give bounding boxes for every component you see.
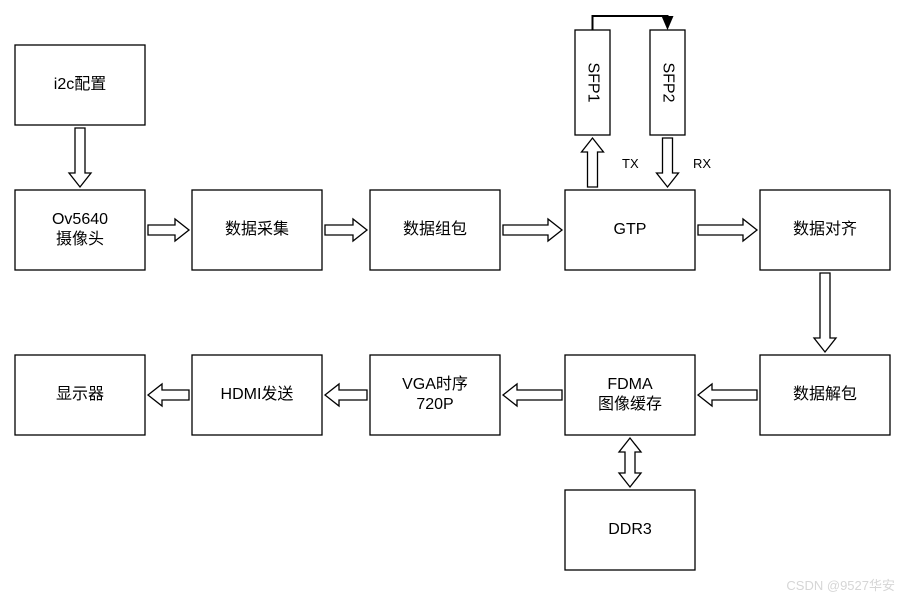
node-sfp1: SFP1 — [575, 30, 610, 135]
diagram-canvas: i2c配置 Ov5640 摄像头 数据采集 数据组包 GTP 数据对齐数据解包 FDMA 图像缓… — [0, 0, 903, 600]
loop-sfp1-sfp2 — [593, 16, 668, 30]
label-rx: RX — [693, 156, 711, 171]
node-i2c: i2c配置 — [15, 45, 145, 125]
arrow-tx — [582, 138, 604, 187]
node-unpack: 数据解包 — [760, 355, 890, 435]
arrow-align-unpack — [814, 273, 836, 352]
arrow-fdma-vga — [503, 384, 562, 406]
node-hdmi: HDMI发送 — [192, 355, 322, 435]
node-vga: VGA时序 720P — [370, 355, 500, 435]
arrow-hdmi-display — [148, 384, 189, 406]
sfp1-label: SFP1 — [584, 62, 601, 102]
fdma-label-0: FDMA — [607, 376, 653, 393]
ddr3-label-0: DDR3 — [608, 521, 652, 538]
arrow-vga-hdmi — [325, 384, 367, 406]
node-ddr3: DDR3 — [565, 490, 695, 570]
arrow-gtp-align — [698, 219, 757, 241]
display-label-0: 显示器 — [56, 385, 104, 403]
hdmi-label-0: HDMI发送 — [221, 385, 294, 403]
arrow-pack-gtp — [503, 219, 562, 241]
capture-label-0: 数据采集 — [225, 220, 289, 238]
arrow-unpack-fdma — [698, 384, 757, 406]
watermark: CSDN @9527华安 — [786, 578, 895, 593]
arrow-rx — [657, 138, 679, 187]
arrow-capture-pack — [325, 219, 367, 241]
arrow-i2c-ov5640 — [69, 128, 91, 187]
arrow-fdma-ddr3 — [619, 438, 641, 487]
ov5640-label-0: Ov5640 — [52, 211, 108, 228]
unpack-label-0: 数据解包 — [793, 385, 857, 403]
node-sfp2: SFP2 — [650, 30, 685, 135]
node-ov5640: Ov5640 摄像头 — [15, 190, 145, 270]
node-capture: 数据采集 — [192, 190, 322, 270]
node-align: 数据对齐 — [760, 190, 890, 270]
sfp2-label: SFP2 — [659, 62, 676, 102]
node-fdma: FDMA 图像缓存 — [565, 355, 695, 435]
i2c-label-0: i2c配置 — [54, 75, 106, 93]
align-label-0: 数据对齐 — [793, 220, 857, 238]
fdma-label-1: 图像缓存 — [598, 395, 662, 413]
vga-label-0: VGA时序 — [402, 375, 468, 393]
node-pack: 数据组包 — [370, 190, 500, 270]
label-tx: TX — [622, 156, 639, 171]
vga-label-1: 720P — [416, 396, 453, 413]
node-display: 显示器 — [15, 355, 145, 435]
node-gtp: GTP — [565, 190, 695, 270]
gtp-label-0: GTP — [614, 221, 647, 238]
arrow-ov5640-capture — [148, 219, 189, 241]
ov5640-label-1: 摄像头 — [56, 230, 104, 248]
pack-label-0: 数据组包 — [403, 220, 467, 238]
